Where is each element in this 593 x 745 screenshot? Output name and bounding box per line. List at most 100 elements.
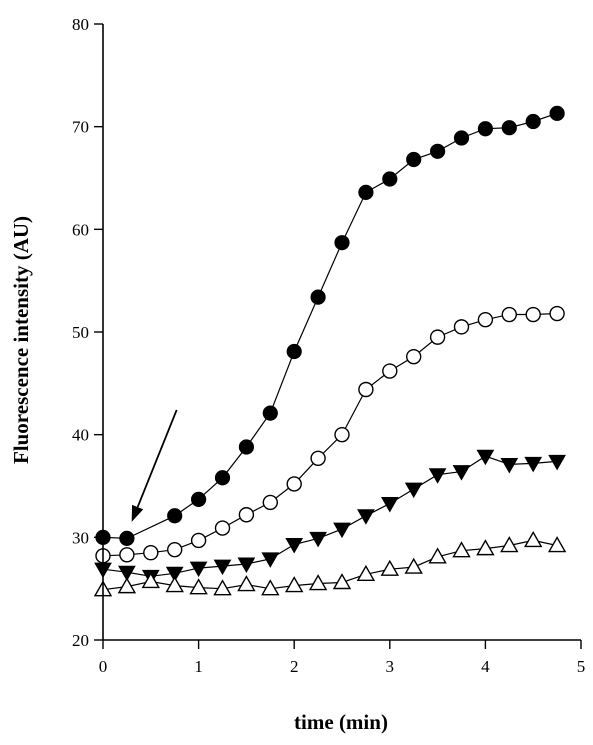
data-point bbox=[237, 557, 256, 574]
data-point bbox=[453, 319, 470, 335]
annotation-arrow bbox=[131, 409, 178, 522]
y-tick-label: 20 bbox=[72, 631, 89, 650]
data-point bbox=[167, 508, 183, 524]
series-1 bbox=[95, 105, 565, 546]
data-point bbox=[525, 306, 541, 323]
data-point bbox=[191, 491, 207, 507]
data-point bbox=[119, 547, 135, 563]
data-point bbox=[332, 573, 352, 590]
data-point bbox=[406, 151, 422, 168]
arrow-head bbox=[131, 504, 144, 522]
data-point bbox=[308, 574, 328, 591]
x-tick-label: 0 bbox=[99, 657, 108, 676]
x-tick-label: 1 bbox=[194, 657, 203, 676]
data-point bbox=[143, 545, 159, 561]
data-point bbox=[334, 235, 350, 251]
data-point bbox=[309, 531, 327, 548]
data-point bbox=[166, 541, 183, 558]
data-point bbox=[334, 426, 350, 443]
data-point bbox=[477, 121, 493, 137]
arrow-shaft bbox=[136, 409, 178, 508]
data-point bbox=[452, 541, 471, 558]
data-point bbox=[284, 576, 304, 593]
data-point bbox=[406, 348, 422, 365]
data-point bbox=[404, 557, 423, 574]
data-point bbox=[165, 576, 184, 593]
data-point bbox=[117, 577, 137, 594]
x-axis-title: time (min) bbox=[294, 710, 388, 734]
data-point bbox=[165, 566, 184, 583]
data-point bbox=[237, 575, 256, 592]
y-tick-label: 30 bbox=[72, 528, 89, 547]
data-point bbox=[213, 579, 232, 596]
data-point bbox=[382, 363, 398, 379]
data-point bbox=[428, 547, 447, 564]
data-point bbox=[214, 470, 231, 486]
y-axis-title: Fluorescence intensity (AU) bbox=[9, 216, 33, 464]
data-point bbox=[524, 456, 543, 473]
data-point bbox=[262, 405, 278, 421]
series-layer bbox=[93, 105, 567, 597]
data-point bbox=[547, 536, 567, 553]
data-point bbox=[286, 476, 302, 492]
x-tick-label: 4 bbox=[481, 657, 490, 676]
data-point bbox=[310, 289, 326, 305]
data-point bbox=[501, 120, 517, 136]
data-point bbox=[382, 171, 398, 187]
y-tick-label: 50 bbox=[72, 323, 89, 342]
data-point bbox=[525, 113, 541, 130]
data-point bbox=[190, 532, 207, 549]
data-point bbox=[476, 539, 495, 556]
data-point bbox=[500, 536, 519, 553]
data-point bbox=[213, 559, 232, 576]
data-point bbox=[358, 381, 374, 398]
data-point bbox=[261, 552, 280, 568]
data-point bbox=[452, 465, 471, 481]
data-point bbox=[523, 531, 543, 548]
y-tick-label: 70 bbox=[72, 118, 89, 137]
data-point bbox=[261, 579, 280, 596]
data-point bbox=[262, 494, 278, 511]
data-point bbox=[429, 329, 446, 345]
data-point bbox=[476, 449, 495, 466]
data-point bbox=[214, 520, 231, 536]
y-tick-label: 60 bbox=[72, 220, 89, 239]
data-point bbox=[238, 439, 254, 455]
plot-content bbox=[93, 105, 567, 597]
series-3 bbox=[94, 449, 566, 586]
data-point bbox=[453, 130, 470, 146]
data-point bbox=[286, 343, 302, 360]
data-point bbox=[189, 561, 208, 578]
data-point bbox=[238, 507, 255, 523]
data-point bbox=[477, 311, 494, 328]
annotation-layer bbox=[131, 409, 178, 522]
data-point bbox=[358, 184, 374, 200]
data-point bbox=[141, 572, 161, 589]
data-point bbox=[500, 457, 519, 474]
data-point bbox=[428, 468, 447, 484]
data-point bbox=[380, 496, 399, 513]
data-point bbox=[310, 450, 326, 466]
data-point bbox=[285, 538, 304, 554]
data-point bbox=[189, 578, 208, 595]
x-tick-label: 2 bbox=[290, 657, 299, 676]
data-point bbox=[333, 522, 351, 539]
data-point bbox=[356, 564, 376, 581]
y-tick-label: 40 bbox=[72, 426, 89, 445]
axes-layer: 20 30 40 50 60 70 80 0 1 2 3 4 5 bbox=[72, 15, 585, 676]
data-point bbox=[501, 306, 517, 323]
data-point bbox=[380, 559, 400, 576]
y-tick-label: 80 bbox=[72, 15, 89, 34]
data-point bbox=[119, 530, 135, 546]
data-point bbox=[118, 565, 136, 582]
data-point bbox=[430, 143, 446, 159]
data-point bbox=[404, 482, 423, 499]
x-tick-label: 3 bbox=[386, 657, 395, 676]
x-tick-label: 5 bbox=[577, 657, 586, 676]
data-point bbox=[549, 105, 565, 121]
data-point bbox=[548, 454, 566, 471]
series-4 bbox=[93, 531, 567, 597]
data-point bbox=[549, 305, 565, 322]
data-point bbox=[357, 509, 375, 525]
